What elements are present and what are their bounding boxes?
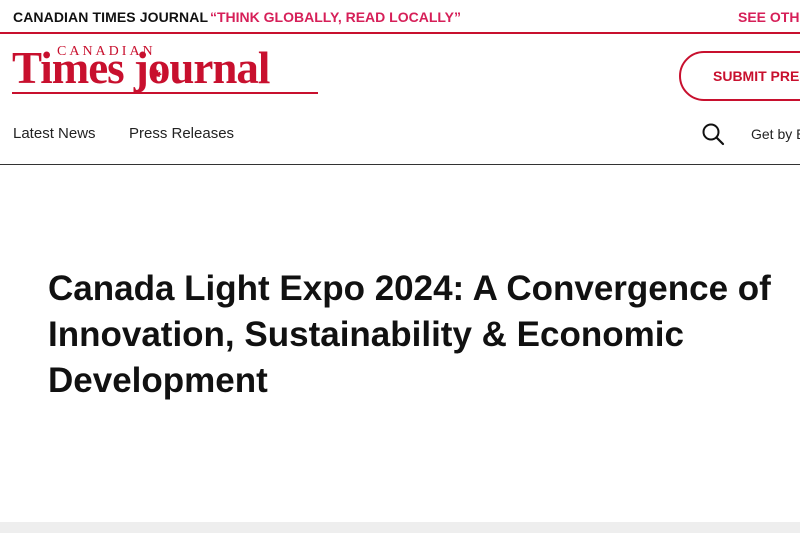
logo-underline (12, 92, 318, 94)
slogan: “THINK GLOBALLY, READ LOCALLY” (210, 9, 461, 25)
logo-small-text: CANADIAN (57, 44, 156, 59)
nav-divider (0, 164, 800, 165)
content-divider-strip (0, 522, 800, 533)
search-icon[interactable] (701, 122, 725, 146)
article-headline: Canada Light Expo 2024: A Convergence of… (48, 266, 800, 404)
top-bar: CANADIAN TIMES JOURNAL “THINK GLOBALLY, … (0, 0, 800, 34)
logo-main-text: Times journal (12, 43, 270, 93)
get-by-email-link[interactable]: Get by E (751, 126, 800, 142)
maple-leaf-icon (150, 68, 162, 80)
site-name: CANADIAN TIMES JOURNAL (13, 9, 209, 25)
nav-press-releases[interactable]: Press Releases (129, 125, 235, 142)
headline-line: Canada Light Expo 2024: A Convergence of (48, 269, 771, 308)
nav-latest-news[interactable]: Latest News (13, 125, 96, 142)
headline-line: Innovation, Sustainability & Economic (48, 315, 684, 354)
see-other-link[interactable]: SEE OTHE (738, 9, 800, 25)
headline-line: Development (48, 361, 268, 400)
site-logo[interactable]: CANADIAN Times journal (12, 44, 322, 96)
submit-press-release-button[interactable]: SUBMIT PRES (679, 51, 800, 101)
